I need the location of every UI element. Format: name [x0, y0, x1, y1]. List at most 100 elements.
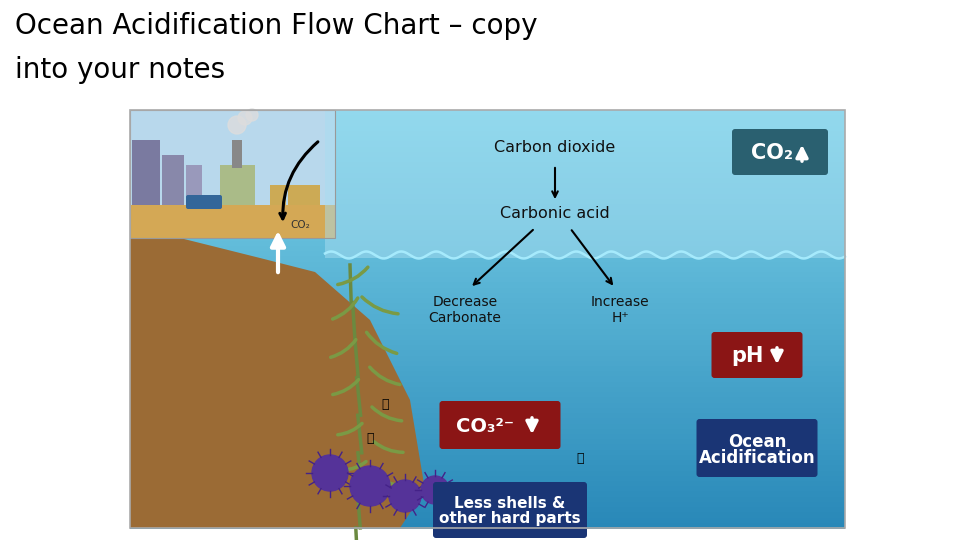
- Bar: [130, 126, 845, 132]
- Bar: [130, 517, 845, 524]
- Bar: [130, 372, 845, 377]
- Text: 🐟: 🐟: [367, 431, 373, 444]
- Bar: [130, 110, 845, 528]
- Bar: [130, 110, 335, 238]
- Circle shape: [228, 116, 246, 134]
- Bar: [130, 308, 845, 315]
- Bar: [130, 220, 845, 226]
- Bar: [130, 512, 845, 518]
- Text: Ocean Acidification Flow Chart – copy: Ocean Acidification Flow Chart – copy: [15, 12, 538, 40]
- Text: Decrease
Carbonate: Decrease Carbonate: [428, 295, 501, 325]
- Bar: [220, 165, 255, 205]
- Bar: [130, 486, 845, 492]
- Bar: [130, 350, 845, 356]
- Bar: [130, 491, 845, 498]
- Text: CO₂: CO₂: [290, 220, 310, 230]
- Bar: [132, 140, 160, 205]
- Bar: [130, 460, 845, 467]
- Text: Ocean: Ocean: [728, 433, 786, 451]
- Text: CO₂: CO₂: [751, 143, 793, 163]
- Text: other hard parts: other hard parts: [439, 511, 581, 526]
- Bar: [130, 303, 845, 309]
- Bar: [130, 251, 845, 257]
- Bar: [130, 282, 845, 289]
- Bar: [270, 185, 286, 205]
- Bar: [130, 444, 845, 450]
- Bar: [130, 439, 845, 446]
- Bar: [130, 110, 845, 116]
- Text: CO₃²⁻: CO₃²⁻: [456, 416, 514, 435]
- Bar: [130, 110, 335, 238]
- Bar: [130, 210, 845, 215]
- Circle shape: [389, 480, 421, 512]
- Bar: [130, 397, 845, 403]
- Bar: [130, 314, 845, 320]
- Bar: [130, 392, 845, 399]
- Bar: [130, 131, 845, 137]
- FancyBboxPatch shape: [186, 195, 222, 209]
- Bar: [130, 523, 845, 529]
- Bar: [130, 173, 845, 179]
- Bar: [130, 387, 845, 393]
- Bar: [130, 115, 845, 122]
- Bar: [130, 194, 845, 200]
- Bar: [130, 277, 845, 284]
- Bar: [130, 146, 845, 153]
- Bar: [130, 225, 845, 231]
- Bar: [130, 408, 845, 414]
- Bar: [130, 476, 845, 482]
- Text: Acidification: Acidification: [699, 449, 815, 467]
- Bar: [130, 434, 845, 440]
- Bar: [186, 165, 202, 205]
- Bar: [130, 465, 845, 471]
- Bar: [232, 140, 242, 168]
- Bar: [130, 183, 845, 190]
- Bar: [162, 155, 184, 205]
- Circle shape: [312, 455, 348, 491]
- Bar: [130, 241, 845, 247]
- Bar: [130, 329, 845, 336]
- Bar: [130, 418, 845, 424]
- FancyBboxPatch shape: [440, 401, 561, 449]
- Bar: [130, 382, 845, 388]
- Bar: [130, 167, 845, 174]
- Text: Carbon dioxide: Carbon dioxide: [494, 140, 615, 156]
- Text: Less shells &: Less shells &: [454, 496, 565, 510]
- Bar: [304, 185, 320, 205]
- Bar: [130, 152, 845, 158]
- Bar: [130, 470, 845, 477]
- Circle shape: [246, 109, 258, 121]
- Bar: [130, 376, 845, 383]
- Bar: [130, 429, 845, 435]
- Text: 🐟: 🐟: [576, 451, 584, 464]
- Bar: [130, 157, 845, 163]
- Text: Increase
H⁺: Increase H⁺: [590, 295, 649, 325]
- Bar: [130, 481, 845, 487]
- Bar: [325, 110, 845, 258]
- FancyBboxPatch shape: [433, 482, 587, 538]
- Bar: [130, 403, 845, 409]
- Bar: [130, 288, 845, 294]
- Bar: [130, 246, 845, 252]
- FancyBboxPatch shape: [711, 332, 803, 378]
- Bar: [130, 502, 845, 508]
- Bar: [130, 214, 845, 221]
- Bar: [130, 267, 845, 273]
- Bar: [130, 136, 845, 143]
- Bar: [130, 120, 845, 127]
- Circle shape: [421, 476, 449, 504]
- Bar: [130, 455, 845, 461]
- Bar: [130, 335, 845, 341]
- Bar: [130, 340, 845, 346]
- Bar: [130, 188, 845, 194]
- Bar: [130, 235, 845, 241]
- Text: into your notes: into your notes: [15, 56, 226, 84]
- FancyBboxPatch shape: [697, 419, 818, 477]
- Circle shape: [238, 111, 252, 125]
- Bar: [130, 319, 845, 325]
- Bar: [130, 293, 845, 299]
- Bar: [130, 298, 845, 305]
- Bar: [130, 413, 845, 419]
- Text: pH: pH: [731, 346, 763, 366]
- Bar: [130, 256, 845, 262]
